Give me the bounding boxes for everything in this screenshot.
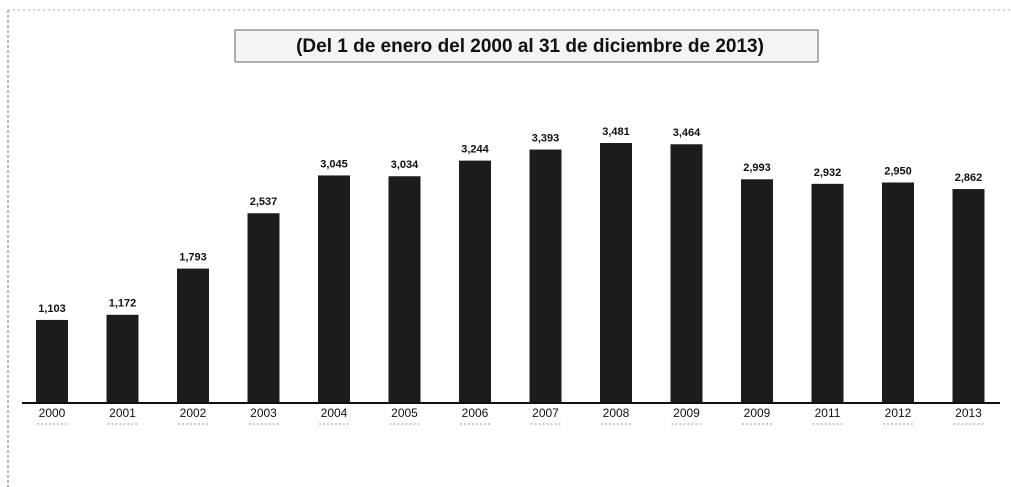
bar (882, 182, 914, 402)
bar (600, 143, 632, 402)
x-tick-label: 2013 (955, 406, 982, 420)
title-box (234, 29, 819, 63)
value-label: 3,244 (461, 144, 489, 156)
x-tick-label: 2007 (532, 406, 559, 420)
bar (106, 314, 139, 402)
value-label: 3,393 (532, 132, 560, 144)
value-label: 2,993 (743, 162, 771, 174)
bar (318, 175, 350, 402)
x-tick-label: 2009 (744, 406, 771, 420)
value-label: 2,537 (250, 196, 278, 208)
bar (459, 160, 491, 402)
value-label: 2,862 (955, 172, 983, 184)
value-label: 1,172 (109, 298, 137, 310)
value-label: 2,932 (814, 167, 842, 179)
x-tick-label: 2004 (321, 406, 348, 420)
x-tick-label: 2008 (603, 406, 630, 420)
value-label: 3,464 (673, 127, 701, 139)
x-tick-label: 2003 (250, 406, 277, 420)
x-tick-label: 2005 (391, 406, 418, 420)
x-tick-label: 2006 (462, 406, 489, 420)
value-label: 2,950 (884, 165, 912, 177)
bar (670, 144, 703, 402)
value-label: 1,793 (179, 252, 207, 264)
value-label: 3,034 (391, 159, 419, 171)
x-tick-label: 2011 (815, 406, 841, 420)
bar (36, 319, 68, 402)
x-tick-label: 2012 (885, 406, 912, 420)
bar (247, 213, 280, 402)
chart-title: (Del 1 de enero del 2000 al 31 de diciem… (296, 36, 764, 57)
x-tick-label: 2002 (180, 406, 207, 420)
x-tick-label: 2000 (39, 406, 66, 420)
bar (177, 268, 209, 402)
value-label: 3,045 (320, 158, 348, 170)
bar (388, 176, 421, 402)
x-tick-label: 2009 (673, 406, 700, 420)
value-label: 3,481 (602, 126, 630, 138)
value-label: 1,103 (38, 303, 66, 315)
bar (811, 183, 844, 402)
bar (952, 189, 985, 402)
bar (741, 179, 773, 402)
x-tick-label: 2001 (109, 406, 136, 420)
bar (529, 149, 562, 402)
